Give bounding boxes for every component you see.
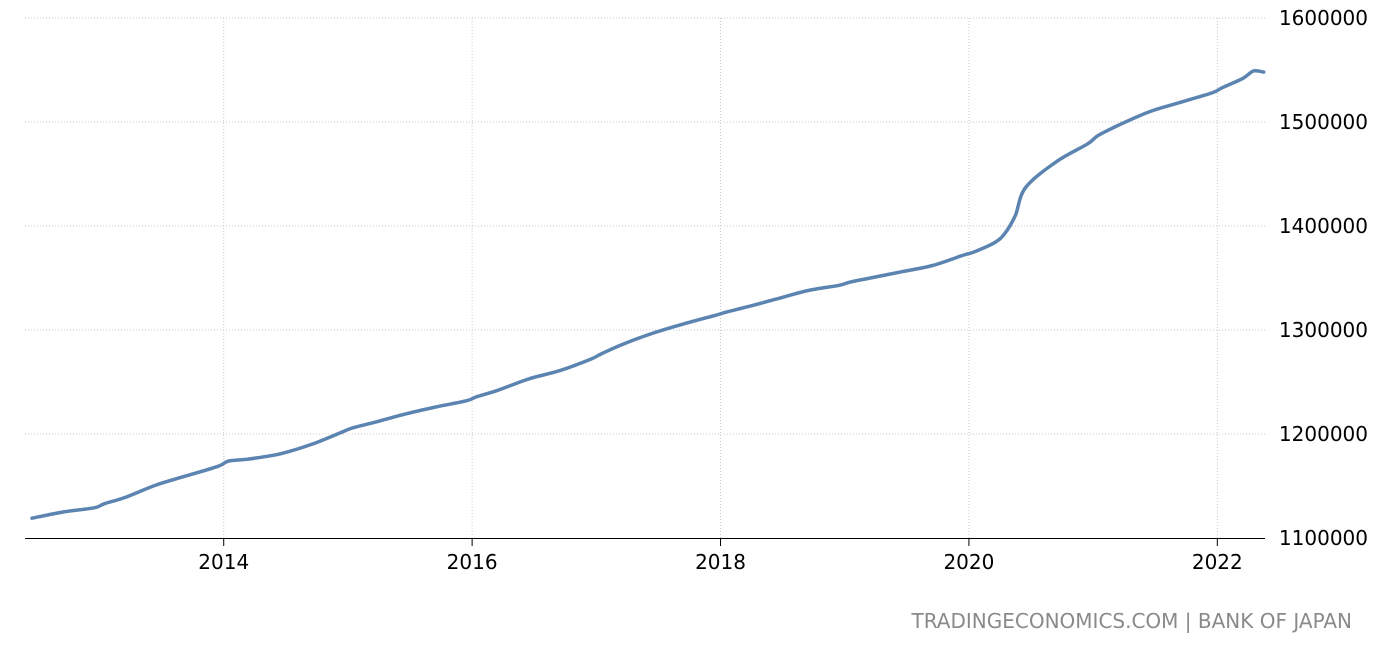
x-tick-label: 2022 — [1192, 550, 1243, 574]
source-separator: | — [1184, 609, 1192, 633]
series-line — [30, 68, 1266, 520]
x-axis-labels: 2014 2016 2018 2020 2022 — [198, 550, 1243, 574]
y-tick-label: 1400000 — [1279, 214, 1368, 238]
x-tick-label: 2018 — [695, 550, 746, 574]
x-axis-ticks — [223, 538, 1218, 546]
x-tick-label: 2016 — [447, 550, 498, 574]
y-tick-label: 1300000 — [1279, 318, 1368, 342]
source-publisher: BANK OF JAPAN — [1197, 609, 1352, 633]
y-tick-label: 1600000 — [1279, 6, 1368, 30]
chart-svg: 2014 2016 2018 2020 2022 1100000 1200000 13000… — [25, 6, 1368, 574]
y-tick-label: 1100000 — [1279, 526, 1368, 550]
source-credit: TRADINGECONOMICS.COM | BANK OF JAPAN — [912, 609, 1353, 633]
y-axis-labels: 1100000 1200000 1300000 1400000 1500000 16000… — [1279, 6, 1368, 550]
x-tick-label: 2014 — [198, 550, 249, 574]
x-gridlines — [223, 18, 1218, 538]
y-tick-label: 1200000 — [1279, 422, 1368, 446]
x-tick-label: 2020 — [943, 550, 994, 574]
source-site: TRADINGECONOMICS.COM — [911, 609, 1179, 633]
y-tick-label: 1500000 — [1279, 110, 1368, 134]
y-gridlines — [25, 17, 1265, 435]
